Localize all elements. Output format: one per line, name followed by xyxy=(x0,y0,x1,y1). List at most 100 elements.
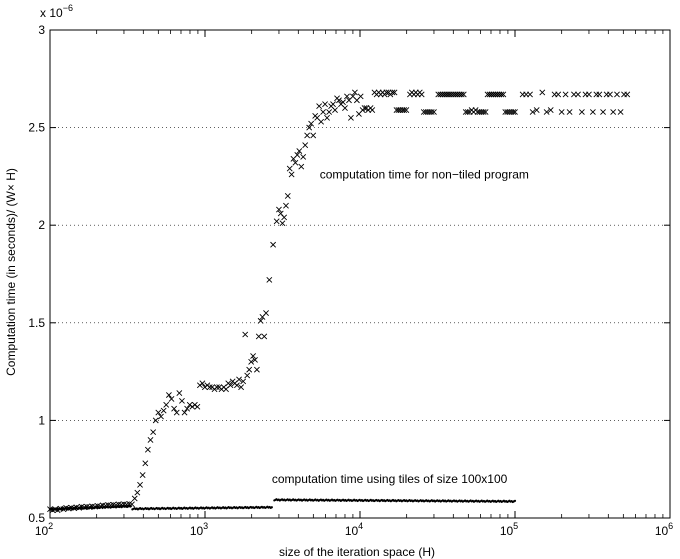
data-point-x xyxy=(326,109,333,115)
data-point-x xyxy=(284,193,291,199)
data-point-dot xyxy=(129,505,132,508)
data-point-x xyxy=(163,401,170,408)
x-tick-label: 104 xyxy=(345,521,363,538)
data-point-x xyxy=(292,159,299,166)
data-point-x xyxy=(342,105,348,111)
x-tick-label: 106 xyxy=(655,521,673,538)
x-tick-base: 10 xyxy=(35,524,49,538)
data-point-x xyxy=(458,91,465,98)
data-point-x xyxy=(320,109,327,115)
data-point-x xyxy=(596,91,603,98)
data-point-x xyxy=(294,152,301,158)
data-point-x xyxy=(464,109,471,115)
x-tick-base: 10 xyxy=(500,524,514,538)
data-point-x xyxy=(234,382,240,389)
y-tick-label: 3 xyxy=(38,23,45,37)
x-tick-label: 102 xyxy=(35,521,53,538)
data-point-x xyxy=(389,89,396,96)
data-point-x xyxy=(578,109,585,115)
data-point-x xyxy=(498,91,505,98)
data-point-x xyxy=(246,366,253,373)
data-point-x xyxy=(318,118,325,125)
data-point-dot xyxy=(270,506,273,509)
data-point-x xyxy=(134,489,141,496)
data-point-x xyxy=(566,109,573,115)
annotations: computation time for non−tiled program co… xyxy=(272,167,529,486)
data-point-x xyxy=(300,153,307,160)
data-point-x xyxy=(250,353,257,359)
y-axis-label: Computation time (in seconds)/ (W× H) xyxy=(4,168,18,376)
data-point-x xyxy=(238,384,245,391)
x-tick-label: 103 xyxy=(190,521,208,538)
data-point-x xyxy=(403,107,410,113)
data-point-x xyxy=(179,397,185,404)
y-tick-label: 2 xyxy=(38,218,45,232)
data-point-x xyxy=(302,142,309,149)
data-point-x xyxy=(227,382,234,389)
data-point-x xyxy=(142,460,149,467)
data-point-x xyxy=(213,384,220,391)
data-point-x xyxy=(296,148,303,154)
x-tick-base: 10 xyxy=(655,524,669,538)
data-point-x xyxy=(288,171,295,178)
data-point-x xyxy=(614,91,620,98)
data-point-x xyxy=(431,109,437,115)
y-multiplier-base: x 10 xyxy=(40,6,63,20)
data-point-x xyxy=(144,446,151,453)
data-point-x xyxy=(150,429,157,436)
data-point-x xyxy=(283,202,289,209)
x-tick-exponent: 6 xyxy=(668,521,673,531)
data-point-x xyxy=(527,91,533,98)
data-point-x xyxy=(160,407,167,414)
data-point-x xyxy=(252,356,258,363)
data-point-x xyxy=(482,109,489,115)
data-point-x xyxy=(348,114,354,121)
data-point-x xyxy=(322,101,328,108)
data-point-x xyxy=(131,495,138,502)
data-point-x xyxy=(607,91,613,98)
data-point-x xyxy=(558,109,565,115)
data-point-x xyxy=(304,132,311,139)
data-point-x xyxy=(308,120,315,127)
data-point-x xyxy=(344,93,350,100)
data-point-x xyxy=(266,276,273,283)
data-point-x xyxy=(510,109,517,115)
data-point-x xyxy=(298,163,305,170)
grid-lines xyxy=(50,127,670,421)
data-point-x xyxy=(248,358,255,365)
data-point-x xyxy=(610,109,617,115)
data-point-x xyxy=(533,107,540,113)
data-point-x xyxy=(340,99,346,106)
y-tick-label: 1 xyxy=(38,413,45,427)
data-point-x xyxy=(286,165,293,172)
data-point-x xyxy=(168,396,175,402)
data-point-x xyxy=(244,372,251,379)
x-tick-base: 10 xyxy=(190,524,204,538)
x-tick-exponent: 5 xyxy=(513,521,518,531)
data-point-x xyxy=(206,384,213,391)
data-point-x xyxy=(273,218,280,225)
annotation: computation time using tiles of size 100… xyxy=(272,472,508,486)
data-point-x xyxy=(253,366,260,373)
data-point-x xyxy=(357,93,364,100)
data-point-x xyxy=(199,380,206,387)
data-point-x xyxy=(480,109,487,115)
data-point-x xyxy=(236,376,242,383)
x-tick-exponent: 3 xyxy=(203,521,208,531)
data-point-x xyxy=(181,409,188,416)
data-point-dot xyxy=(513,499,517,502)
data-point-x xyxy=(543,109,550,115)
data-point-x xyxy=(194,403,201,410)
y-tick-label: 0.5 xyxy=(28,511,45,525)
data-point-x xyxy=(428,109,435,115)
data-point-x xyxy=(426,109,433,115)
data-point-x xyxy=(539,89,546,96)
data-point-x xyxy=(324,114,330,121)
data-point-x xyxy=(586,91,592,98)
data-point-x xyxy=(261,333,268,340)
y-tick-label: 1.5 xyxy=(28,316,45,330)
data-point-x xyxy=(176,390,183,396)
series-tiled xyxy=(48,498,517,511)
y-tick-label: 2.5 xyxy=(28,121,45,135)
